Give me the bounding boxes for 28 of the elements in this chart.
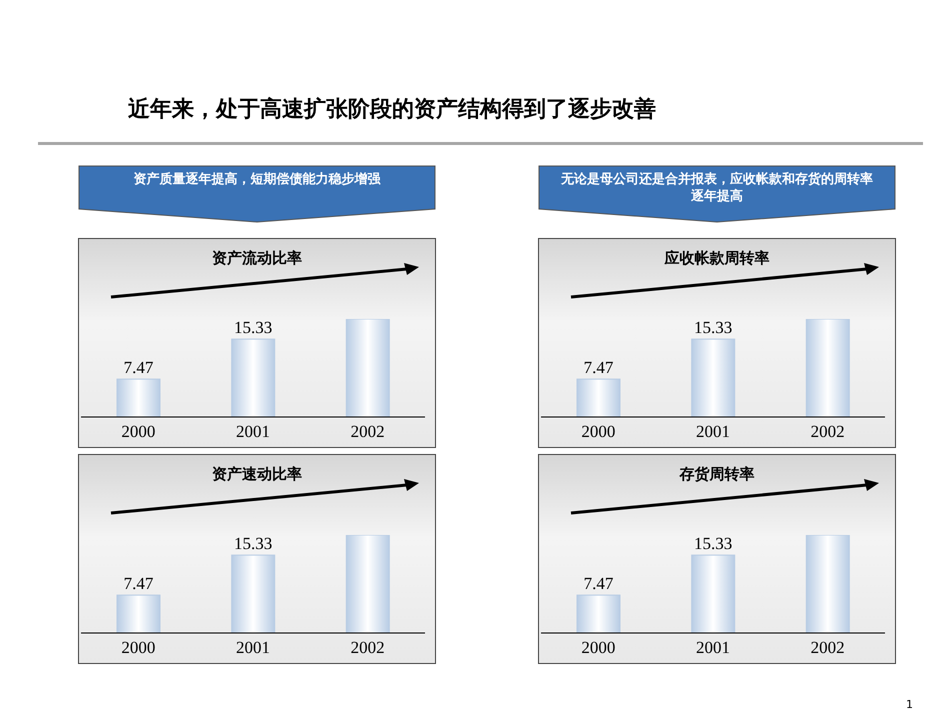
- chart-title: 存货周转率: [678, 465, 756, 484]
- text: 近年来，处于高速扩张阶段的资产结构得到了逐步改善: [128, 96, 656, 124]
- chart-title: 资产速动比率: [211, 465, 303, 484]
- x-tick-label: 2002: [350, 638, 385, 658]
- data-label: 15.33: [234, 534, 272, 554]
- text: 资产质量逐年提高，短期偿债能力稳步增强: [132, 171, 382, 188]
- data-label: 7.47: [584, 574, 614, 594]
- x-tick-label: 2000: [581, 422, 616, 442]
- x-tick-label: 2002: [810, 422, 845, 442]
- x-tick-label: 2000: [581, 638, 616, 658]
- data-label: 15.33: [694, 534, 732, 554]
- data-label: 7.47: [124, 574, 154, 594]
- x-tick-label: 2000: [121, 422, 156, 442]
- data-label: 7.47: [584, 358, 614, 378]
- data-label: 7.47: [124, 358, 154, 378]
- x-tick-label: 2001: [236, 638, 270, 658]
- chart-title: 资产流动比率: [211, 249, 303, 268]
- chart-title: 应收帐款周转率: [663, 249, 770, 268]
- x-tick-label: 2001: [696, 638, 730, 658]
- x-tick-label: 2002: [810, 638, 845, 658]
- data-label: 15.33: [234, 318, 272, 338]
- text: 1: [906, 698, 913, 711]
- x-tick-label: 2002: [350, 422, 385, 442]
- x-tick-label: 2001: [696, 422, 730, 442]
- data-label: 15.33: [694, 318, 732, 338]
- x-tick-label: 2001: [236, 422, 270, 442]
- text: 无论是母公司还是合并报表，应收帐款和存货的周转率逐年提高: [560, 171, 874, 205]
- x-tick-label: 2000: [121, 638, 156, 658]
